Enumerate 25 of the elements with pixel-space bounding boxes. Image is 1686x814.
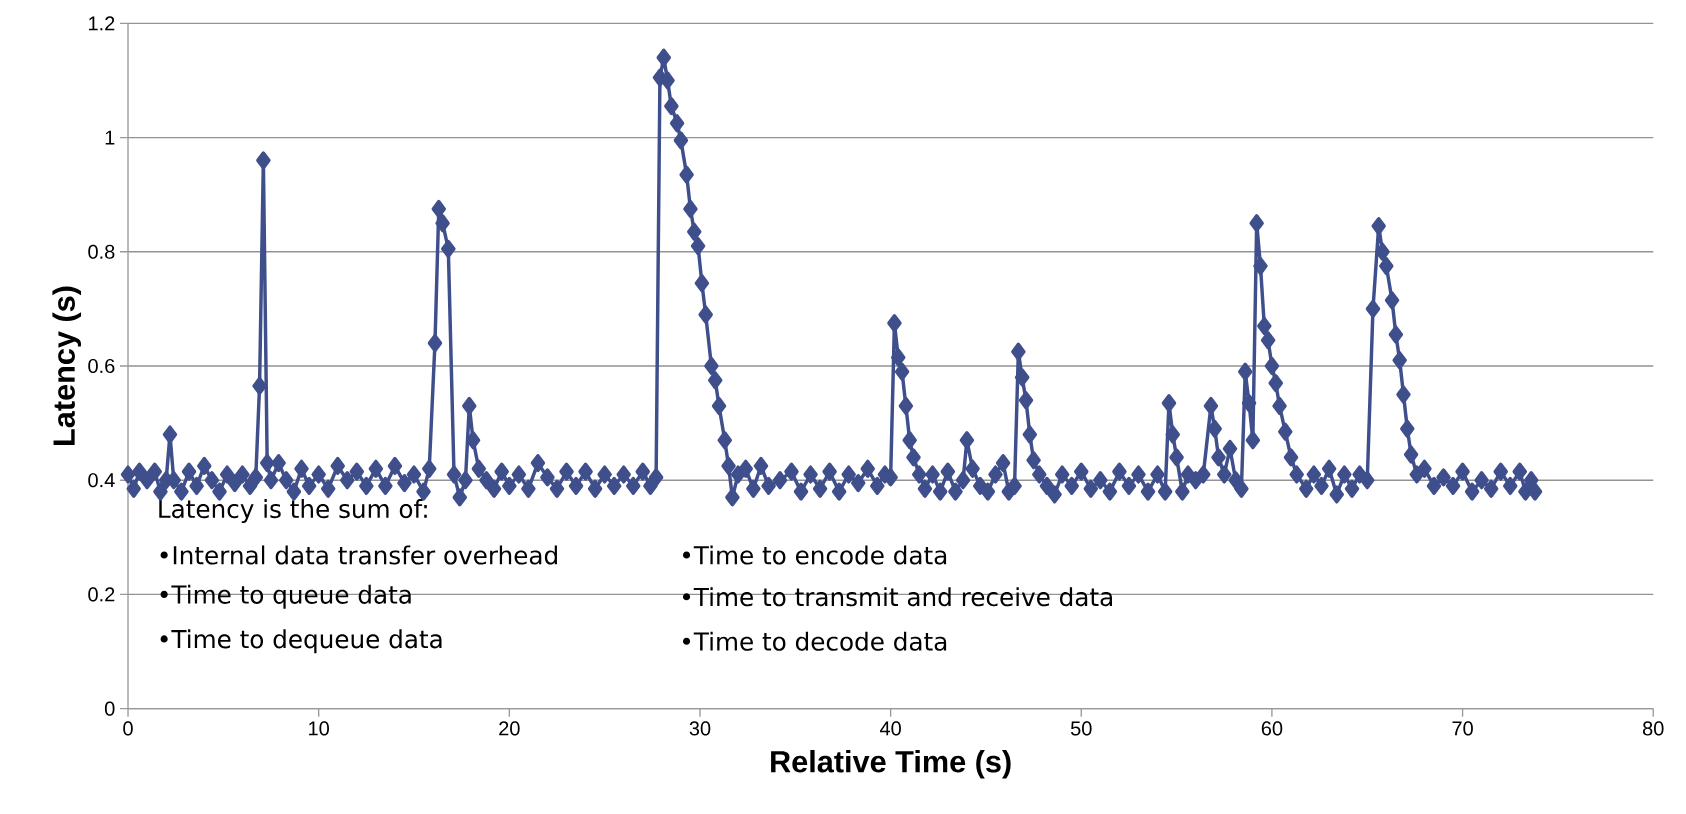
annotation: •Time to decode data: [682, 631, 947, 651]
y-tick-label: 1.2: [89, 16, 115, 31]
y-tick-label: 1: [105, 130, 115, 145]
x-tick-label: 70: [1452, 721, 1473, 736]
x-tick-label: 20: [499, 721, 520, 736]
annotation: •Time to queue data: [160, 584, 411, 609]
x-tick-label: 40: [879, 721, 901, 736]
annotation: •Time to dequeue data: [160, 629, 442, 654]
x-axis-title: Relative Time (s): [771, 750, 1011, 779]
x-tick-label: 50: [1070, 721, 1092, 736]
x-tick-label: 30: [689, 721, 711, 736]
annotation: •Internal data transfer overhead: [160, 545, 557, 565]
x-tick-label: 0: [123, 721, 133, 736]
y-tick-label: 0.6: [88, 358, 115, 374]
y-tick-label: 0.2: [88, 587, 115, 602]
y-axis-title: Latency (s): [52, 286, 81, 445]
y-tick-label: 0.4: [88, 473, 115, 488]
annotation: •Time to encode data: [682, 545, 947, 565]
y-tick-label: 0: [104, 701, 115, 716]
x-tick-label: 10: [309, 721, 329, 736]
annotation: Latency is the sum of:: [159, 499, 427, 523]
x-tick-label: 80: [1642, 721, 1664, 736]
annotation: •Time to transmit and receive data: [682, 587, 1112, 607]
y-tick-label: 0.8: [88, 244, 115, 259]
x-tick-label: 60: [1261, 721, 1283, 736]
